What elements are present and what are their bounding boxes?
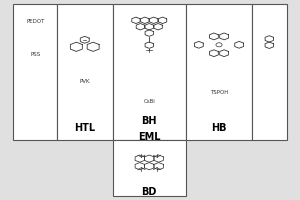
Text: BD: BD [142, 187, 157, 197]
Text: CsBi: CsBi [143, 99, 155, 104]
Text: BH: BH [142, 116, 157, 126]
Text: TSPOH: TSPOH [210, 90, 228, 95]
Bar [252, 4, 286, 140]
Text: PSS: PSS [30, 52, 40, 57]
Text: PVK: PVK [80, 79, 90, 84]
Bar [112, 140, 186, 196]
Text: HB: HB [211, 123, 227, 133]
Text: HTL: HTL [74, 123, 95, 133]
Bar [186, 4, 252, 140]
Text: PEDOT: PEDOT [26, 19, 44, 24]
Bar [57, 4, 112, 140]
Text: EML: EML [138, 132, 160, 142]
Bar [112, 4, 186, 140]
Bar [14, 4, 57, 140]
